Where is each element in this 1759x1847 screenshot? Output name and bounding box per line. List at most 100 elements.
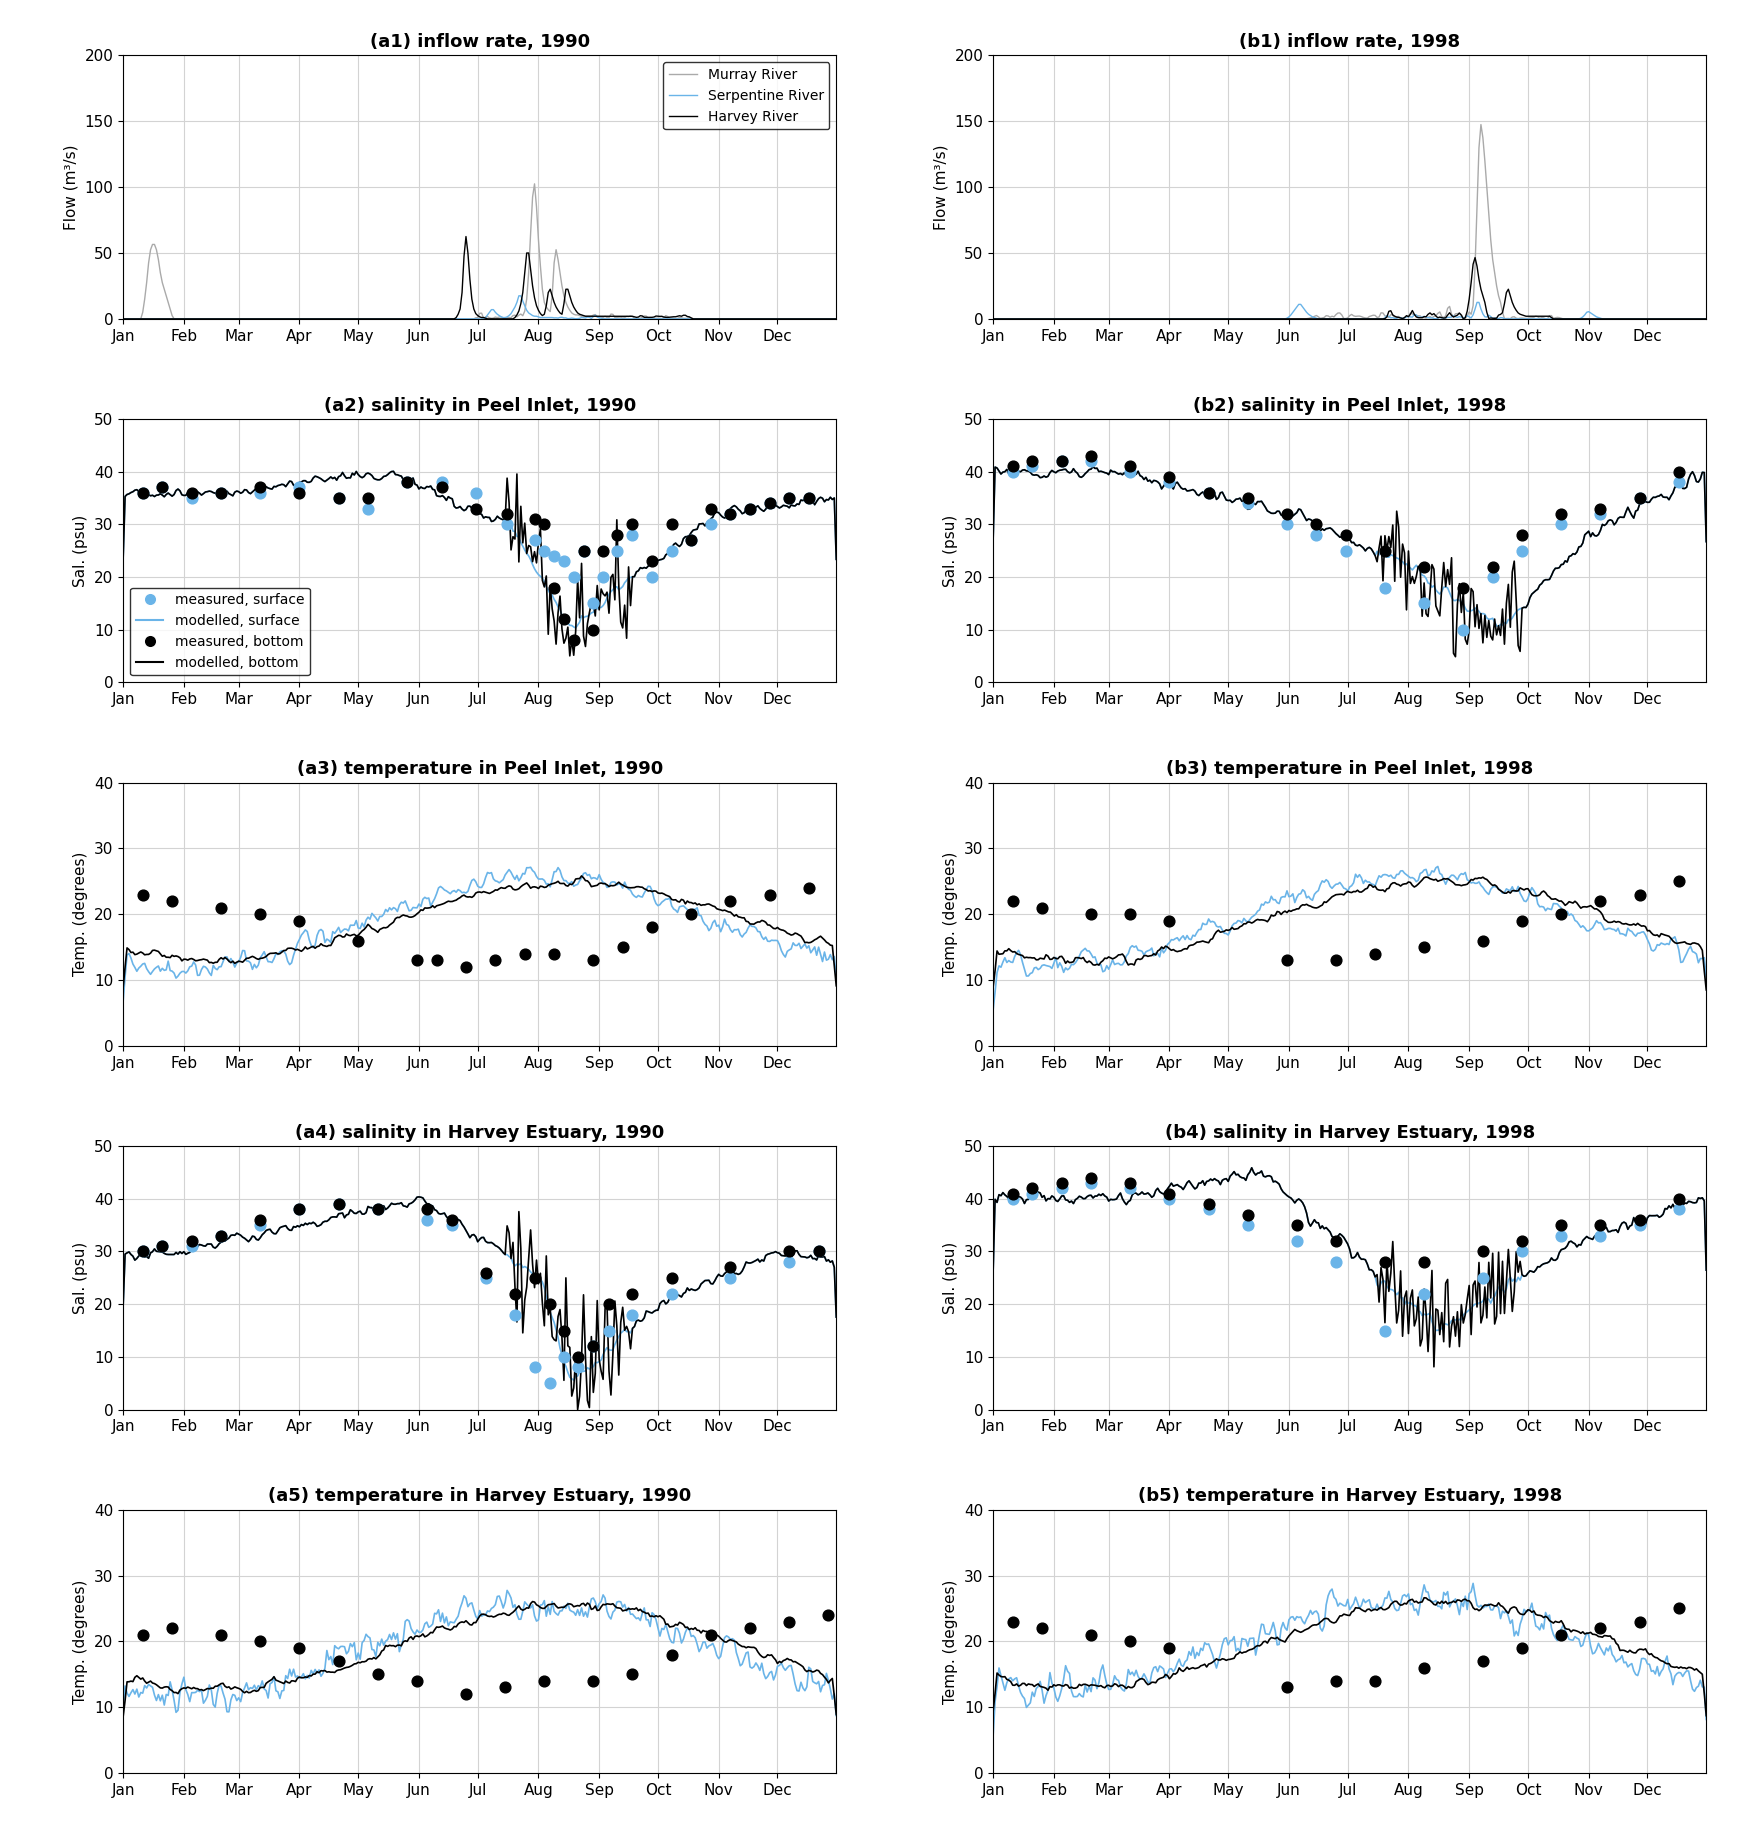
Point (1587, 887, 1615, 916)
Point (158, 1614, 186, 1644)
Point (208, 1620, 236, 1649)
Point (354, 493, 382, 523)
Point (178, 478, 206, 508)
Point (609, 933, 637, 962)
Point (1664, 467, 1692, 497)
Point (158, 887, 186, 916)
Point (1156, 467, 1184, 497)
Point (1323, 1247, 1351, 1276)
Point (1587, 1614, 1615, 1644)
Y-axis label: Sal. (psu): Sal. (psu) (943, 1241, 959, 1313)
Point (1233, 1201, 1261, 1230)
Point (471, 1258, 500, 1287)
Point (1469, 925, 1497, 955)
Harvey River (825, 308, 846, 331)
Point (579, 615, 607, 645)
Point (529, 536, 558, 565)
Harvey River (401, 308, 422, 331)
Title: (a1) inflow rate, 1990: (a1) inflow rate, 1990 (369, 33, 589, 52)
Point (208, 1221, 236, 1250)
Point (413, 1204, 442, 1234)
Point (716, 499, 744, 528)
Point (1411, 1247, 1439, 1276)
Serpentine River (726, 308, 748, 331)
Point (1194, 478, 1223, 508)
Point (1361, 1666, 1390, 1696)
Point (178, 484, 206, 513)
Point (493, 510, 521, 539)
Point (1370, 573, 1398, 602)
Point (208, 892, 236, 922)
Point (1117, 1173, 1145, 1202)
Point (1507, 521, 1536, 550)
Point (1018, 453, 1047, 482)
Point (1587, 1221, 1615, 1250)
Point (1469, 1237, 1497, 1267)
Point (1194, 1189, 1223, 1219)
Point (461, 493, 489, 523)
Point (1117, 899, 1145, 929)
Point (1587, 499, 1615, 528)
Point (1233, 484, 1261, 513)
Point (521, 1263, 549, 1293)
Murray River (825, 308, 846, 331)
Point (540, 573, 568, 602)
Point (619, 521, 647, 550)
Point (735, 493, 763, 523)
Point (1507, 907, 1536, 936)
Point (677, 899, 705, 929)
Point (246, 1627, 274, 1657)
Point (208, 1221, 236, 1250)
Point (1370, 1247, 1398, 1276)
Point (677, 525, 705, 554)
Point (619, 1278, 647, 1308)
Point (246, 899, 274, 929)
Point (551, 547, 579, 576)
Point (529, 510, 558, 539)
Point (1233, 488, 1261, 517)
Point (1411, 589, 1439, 619)
Point (570, 536, 598, 565)
Serpentine River (113, 308, 134, 331)
Point (510, 938, 538, 968)
Point (1370, 536, 1398, 565)
Point (1449, 573, 1478, 602)
Murray River (726, 308, 748, 331)
Point (1664, 1184, 1692, 1213)
Point (521, 504, 549, 534)
Harvey River (456, 225, 477, 247)
Point (603, 521, 631, 550)
Point (128, 478, 157, 508)
Point (1194, 1195, 1223, 1225)
Point (364, 1660, 392, 1690)
Line: Murray River: Murray River (123, 185, 836, 320)
Title: (b2) salinity in Peel Inlet, 1998: (b2) salinity in Peel Inlet, 1998 (1193, 397, 1506, 414)
Point (1233, 1210, 1261, 1239)
Point (595, 1315, 623, 1345)
Murray River (264, 308, 285, 331)
Point (128, 879, 157, 909)
Point (1077, 1164, 1105, 1193)
Point (285, 1195, 313, 1225)
Point (246, 478, 274, 508)
Point (1302, 510, 1330, 539)
Point (1117, 456, 1145, 486)
Point (285, 478, 313, 508)
Point (1411, 1653, 1439, 1683)
Point (364, 1195, 392, 1225)
Point (639, 561, 667, 591)
Point (148, 473, 176, 502)
Point (208, 478, 236, 508)
Harvey River (308, 308, 329, 331)
Point (658, 1263, 686, 1293)
Serpentine River (396, 308, 417, 331)
Point (501, 1300, 529, 1330)
Point (1548, 499, 1576, 528)
Point (589, 536, 617, 565)
Point (1156, 1184, 1184, 1213)
Serpentine River (308, 308, 329, 331)
Murray River (113, 308, 134, 331)
Point (128, 1237, 157, 1267)
Point (178, 1232, 206, 1262)
Point (540, 541, 568, 571)
